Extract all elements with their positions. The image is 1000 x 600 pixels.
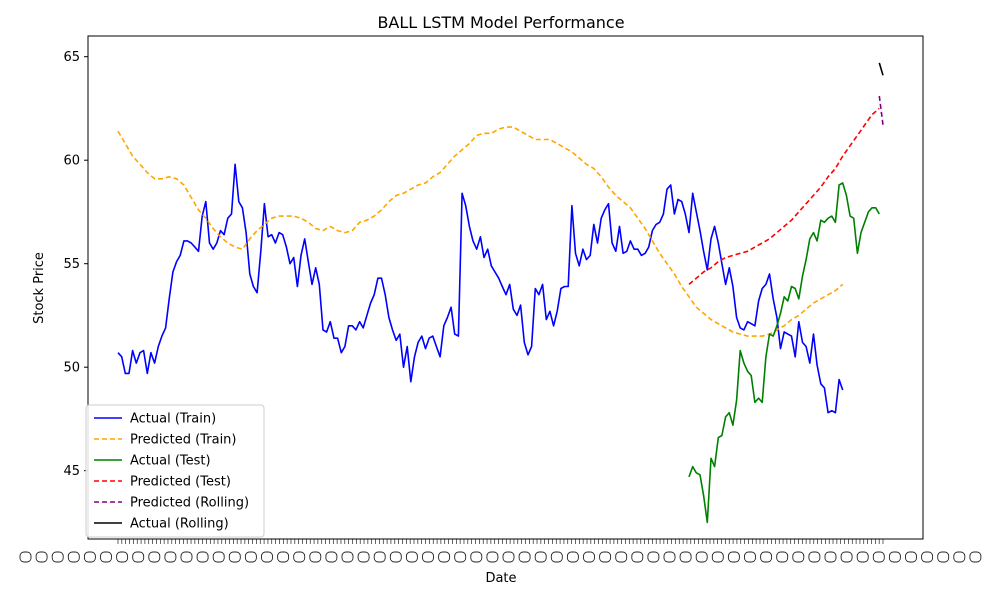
x-tick-label-glyph — [19, 551, 32, 563]
x-tick-label-glyph — [631, 551, 644, 563]
series-line-2 — [688, 182, 880, 524]
x-tick-label-glyph — [35, 551, 48, 563]
x-tick-label-glyph — [83, 551, 96, 563]
x-tick-label-glyph — [872, 551, 885, 563]
y-axis: 45 50 55 60 65 — [63, 50, 88, 479]
legend-box — [85, 404, 265, 538]
x-tick-label-glyph — [937, 551, 950, 563]
x-tick-label-glyph — [615, 551, 628, 563]
x-tick-label-glyph — [921, 551, 934, 563]
y-tick-label: 65 — [63, 50, 80, 65]
x-tick-label-glyph — [583, 551, 595, 563]
x-tick-label-glyph — [277, 551, 290, 563]
x-tick-label-glyph — [599, 551, 612, 563]
x-tick-label-glyph — [180, 551, 193, 563]
legend-label-0: Actual (Train) — [130, 412, 216, 427]
chart-title: BALL LSTM Model Performance — [377, 13, 624, 32]
x-tick-label-glyph — [744, 551, 756, 563]
x-tick-label-glyph — [776, 551, 789, 563]
x-tick-label-glyph — [293, 551, 306, 563]
x-tick-label-glyph — [969, 551, 982, 563]
x-axis-label: Date — [485, 571, 516, 586]
x-tick-label-glyph — [840, 551, 853, 563]
legend-label-2: Actual (Test) — [130, 454, 211, 469]
x-tick-label-glyph — [261, 551, 273, 563]
plot-area — [117, 62, 884, 524]
x-tick-label-glyph — [228, 551, 241, 563]
x-tick-label-glyph — [518, 551, 531, 563]
x-tick-label-glyph — [502, 551, 515, 563]
x-tick-label-glyph — [438, 551, 451, 563]
x-tick-label-glyph — [422, 551, 434, 563]
y-tick-label: 50 — [63, 361, 80, 376]
x-tick-label-glyph — [486, 551, 499, 563]
x-tick-label-glyph — [647, 551, 660, 563]
x-tick-label-glyph — [373, 551, 386, 563]
legend-label-5: Actual (Rolling) — [130, 517, 229, 532]
x-tick-label-glyph — [196, 551, 209, 563]
x-tick-label-glyph — [148, 551, 161, 563]
series-line-1 — [117, 126, 844, 337]
x-tick-label-glyph — [116, 551, 129, 563]
x-axis — [19, 539, 982, 563]
series-line-4 — [878, 95, 884, 126]
x-tick-label-glyph — [454, 551, 467, 563]
y-tick-label: 45 — [63, 464, 80, 479]
x-tick-label-glyph — [953, 551, 966, 563]
x-tick-label-glyph — [357, 551, 370, 563]
x-tick-label-glyph — [760, 551, 773, 563]
x-tick-label-glyph — [470, 551, 483, 563]
series-line-0 — [117, 163, 844, 414]
plot-frame — [87, 35, 924, 540]
x-tick-label-glyph — [711, 551, 724, 563]
y-tick-label: 60 — [63, 154, 80, 169]
y-axis-label: Stock Price — [32, 252, 47, 324]
legend-label-4: Predicted (Rolling) — [130, 496, 249, 511]
x-tick-label-glyph — [824, 551, 837, 563]
x-tick-label-glyph — [100, 551, 112, 563]
series-line-5 — [878, 62, 884, 76]
x-tick-label-glyph — [695, 551, 708, 563]
x-tick-label-glyph — [405, 551, 418, 563]
x-tick-label-glyph — [534, 551, 547, 563]
legend-label-3: Predicted (Test) — [130, 475, 231, 490]
x-tick-label-glyph — [566, 551, 579, 563]
x-tick-label-glyph — [679, 551, 692, 563]
y-tick-label: 55 — [63, 257, 80, 272]
x-tick-label-glyph — [389, 551, 402, 563]
x-tick-label-glyph — [341, 551, 354, 563]
x-tick-label-glyph — [856, 551, 869, 563]
x-tick-label-glyph — [244, 551, 257, 563]
legend: Actual (Train) Predicted (Train) Actual (T… — [85, 404, 265, 538]
x-tick-label-glyph — [67, 551, 80, 563]
x-tick-label-glyph — [905, 551, 917, 563]
x-tick-label-glyph — [309, 551, 322, 563]
x-tick-label-glyph — [132, 551, 145, 563]
x-tick-label-glyph — [550, 551, 563, 563]
x-tick-label-glyph — [727, 551, 740, 563]
x-tick-label-glyph — [808, 551, 821, 563]
x-tick-label-glyph — [792, 551, 805, 563]
x-tick-label-glyph — [164, 551, 177, 563]
x-tick-label-glyph — [888, 551, 901, 563]
legend-label-1: Predicted (Train) — [130, 433, 237, 448]
x-tick-label-glyph — [663, 551, 676, 563]
x-tick-label-glyph — [325, 551, 338, 563]
series-line-3 — [688, 107, 880, 286]
x-tick-label-glyph — [212, 551, 225, 563]
x-tick-label-glyph — [51, 551, 64, 563]
